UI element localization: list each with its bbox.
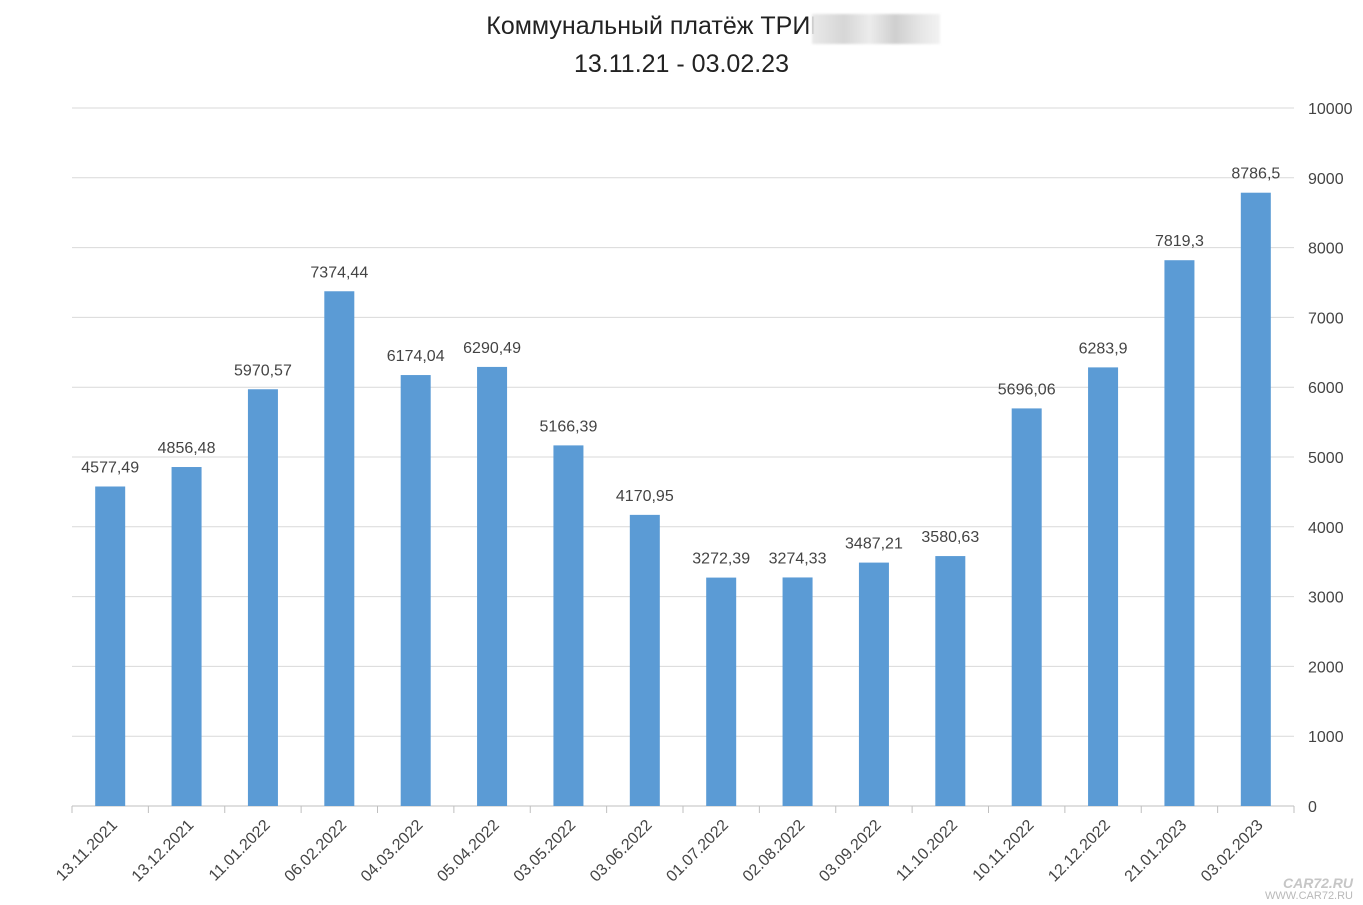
data-label: 3580,63 (921, 529, 979, 546)
data-label: 6174,04 (387, 348, 445, 365)
bar (706, 577, 737, 806)
data-label: 3272,39 (692, 551, 750, 568)
bar (1240, 192, 1271, 807)
bar (95, 486, 126, 806)
data-label: 4856,48 (158, 440, 216, 457)
data-labels: 4577,49 4856,48 5970,57 7374,44 6174,04 6290,… (81, 166, 1280, 568)
x-tick-label: 21.01.2023 (1122, 817, 1191, 886)
y-tick-label: 1000 (1308, 729, 1344, 746)
bar (477, 366, 508, 806)
data-label: 5970,57 (234, 362, 292, 379)
x-tick-label: 03.05.2022 (511, 817, 580, 886)
bar (858, 562, 889, 806)
watermark: CAR72.RU WWW.CAR72.RU (1265, 875, 1353, 903)
data-label: 8786,5 (1231, 166, 1280, 183)
x-tick-label: 03.02.2023 (1198, 817, 1267, 886)
bar (629, 514, 660, 806)
bar (1011, 408, 1042, 806)
y-tick-label: 4000 (1308, 520, 1344, 537)
y-tick-label: 7000 (1308, 310, 1344, 327)
data-label: 5696,06 (998, 381, 1056, 398)
data-label: 3274,33 (769, 550, 827, 567)
data-label: 3487,21 (845, 536, 903, 553)
x-tick-label: 13.11.2021 (53, 817, 121, 885)
bar (1088, 367, 1119, 806)
x-tick-label: 03.09.2022 (816, 817, 885, 886)
x-tick-label: 02.08.2022 (740, 817, 809, 886)
chart-subtitle: 13.11.21 - 03.02.23 (574, 50, 789, 78)
data-label: 4577,49 (81, 459, 139, 476)
x-tick-label: 01.07.2022 (663, 817, 732, 886)
data-label: 4170,95 (616, 488, 674, 505)
data-label: 7374,44 (310, 264, 368, 281)
x-tick-label: 04.03.2022 (358, 817, 427, 886)
bar (247, 389, 278, 806)
x-tick-label: 11.10.2022 (893, 817, 961, 885)
watermark-logo: CAR72.RU (1282, 875, 1353, 891)
x-tick-label: 06.02.2022 (281, 817, 350, 886)
x-tick-label: 05.04.2022 (434, 817, 503, 886)
y-tick-label: 0 (1308, 799, 1317, 816)
y-tick-label: 3000 (1308, 590, 1344, 607)
y-axis-ticks: 0 1000 2000 3000 4000 5000 6000 7000 8000 9000 100… (1308, 101, 1353, 816)
y-tick-label: 2000 (1308, 659, 1344, 676)
bar (935, 556, 966, 806)
redacted-account-number (812, 14, 940, 44)
x-tick-label: 03.06.2022 (587, 817, 656, 886)
bar (171, 467, 202, 806)
y-tick-label: 8000 (1308, 241, 1344, 258)
x-tick-label: 12.12.2022 (1045, 817, 1114, 886)
data-label: 6283,9 (1079, 340, 1128, 357)
data-label: 5166,39 (540, 418, 598, 435)
data-label: 7819,3 (1155, 233, 1204, 250)
x-axis-ticks: 13.11.2021 13.12.2021 11.01.2022 06.02.2022… (53, 806, 1295, 886)
bar (553, 445, 584, 806)
y-tick-label: 10000 (1308, 101, 1353, 118)
bar (400, 375, 431, 806)
x-tick-label: 13.12.2021 (129, 817, 198, 886)
y-tick-label: 5000 (1308, 450, 1344, 467)
chart-title: Коммунальный платёж ТРИЦ, л/с (486, 12, 877, 40)
y-tick-label: 6000 (1308, 380, 1344, 397)
bars (95, 192, 1271, 807)
x-tick-label: 11.01.2022 (206, 817, 274, 885)
bar (324, 291, 355, 806)
x-tick-label: 10.11.2022 (970, 817, 1038, 885)
bar (1164, 260, 1195, 806)
data-label: 6290,49 (463, 340, 521, 357)
watermark-url: WWW.CAR72.RU (1265, 890, 1353, 902)
bar (782, 577, 813, 806)
y-tick-label: 9000 (1308, 171, 1344, 188)
